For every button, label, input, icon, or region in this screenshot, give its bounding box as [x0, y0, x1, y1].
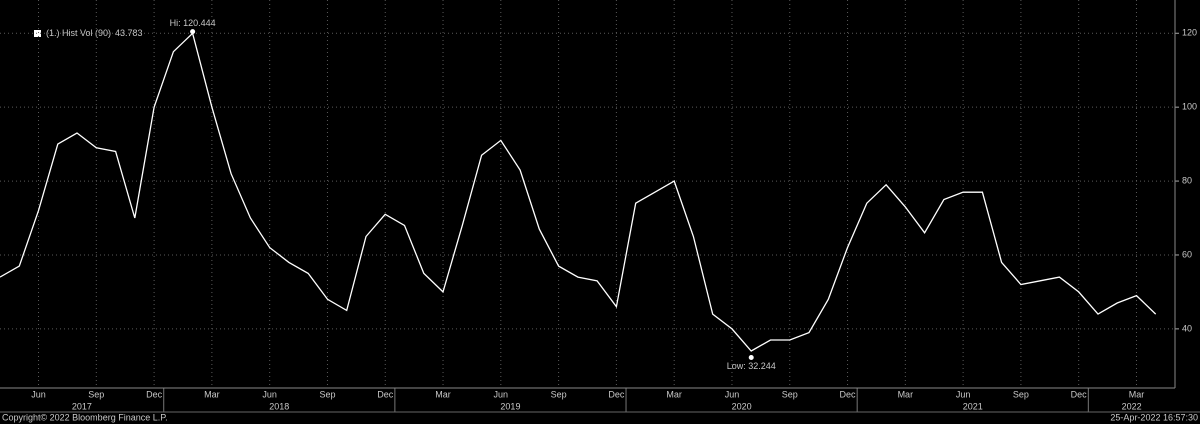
annotation-dot: [190, 29, 196, 35]
y-tick-label: 100: [1182, 102, 1197, 112]
x-tick-label: Sep: [319, 389, 335, 399]
timestamp: 25-Apr-2022 16:57:30: [1110, 412, 1198, 422]
x-tick-label: Mar: [204, 389, 220, 399]
y-tick-label: 60: [1182, 249, 1192, 259]
x-tick-label: Dec: [377, 389, 394, 399]
x-tick-label: Sep: [88, 389, 104, 399]
legend-swatch: [34, 30, 41, 37]
x-tick-label: Mar: [1129, 389, 1145, 399]
copyright: Copyright© 2022 Bloomberg Finance L.P.: [2, 412, 168, 422]
y-tick-label: 80: [1182, 175, 1192, 185]
x-tick-label: Sep: [1013, 389, 1029, 399]
x-tick-label: Jun: [262, 389, 277, 399]
year-label: 2017: [72, 401, 92, 411]
year-label: 2022: [1122, 401, 1142, 411]
year-label: 2021: [963, 401, 983, 411]
year-label: 2019: [500, 401, 520, 411]
series-line: [0, 32, 1157, 352]
y-tick-label: 120: [1182, 28, 1197, 38]
x-tick-label: Sep: [551, 389, 567, 399]
legend-name: (1.) Hist Vol (90): [46, 28, 111, 38]
x-tick-label: Jun: [31, 389, 46, 399]
x-tick-label: Dec: [840, 389, 857, 399]
annotation-label: Hi: 120.444: [170, 18, 216, 28]
x-tick-label: Dec: [146, 389, 163, 399]
annotation-dot: [748, 355, 754, 361]
y-tick-label: 40: [1182, 323, 1192, 333]
year-label: 2020: [732, 401, 752, 411]
year-label: 2018: [269, 401, 289, 411]
annotation-label: Low: 32.244: [727, 361, 776, 371]
x-tick-label: Dec: [608, 389, 625, 399]
x-tick-label: Sep: [782, 389, 798, 399]
x-tick-label: Dec: [1071, 389, 1088, 399]
x-tick-label: Mar: [435, 389, 451, 399]
x-tick-label: Jun: [494, 389, 509, 399]
x-tick-label: Mar: [898, 389, 914, 399]
x-tick-label: Jun: [956, 389, 971, 399]
x-tick-label: Mar: [666, 389, 682, 399]
x-tick-label: Jun: [725, 389, 740, 399]
